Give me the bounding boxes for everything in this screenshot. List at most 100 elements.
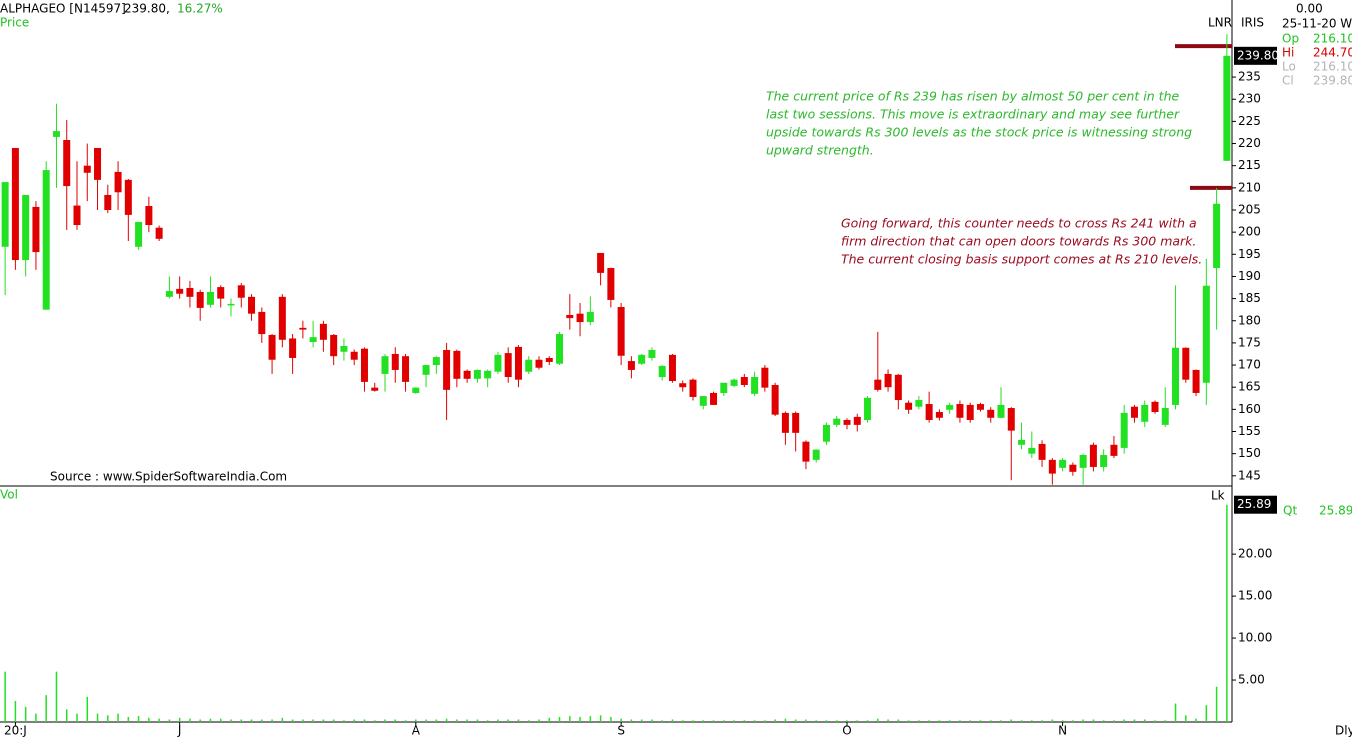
price-box — [1234, 46, 1277, 65]
candle-body — [32, 206, 40, 253]
candle-body — [83, 165, 91, 173]
candle-body — [237, 285, 245, 298]
y-tick-label: 150 — [1238, 446, 1261, 460]
candle-body — [1161, 408, 1169, 425]
candle-body — [658, 365, 666, 378]
y-tick-label: 160 — [1238, 402, 1261, 416]
source: Source : www.SpiderSoftwareIndia.Com — [50, 470, 287, 484]
candle-body — [689, 379, 697, 397]
candle-body — [248, 296, 256, 314]
candle-body — [330, 334, 338, 357]
candle-body — [484, 370, 492, 379]
candle-body — [340, 346, 348, 352]
candle-body — [884, 373, 892, 388]
x-tick-label: J — [177, 724, 182, 738]
price-label: Price — [0, 16, 29, 30]
candle-body — [299, 327, 307, 330]
candle-body — [720, 382, 728, 393]
candle-body — [966, 404, 974, 420]
volume-tick-label: 15.00 — [1238, 589, 1272, 603]
candle-body — [453, 350, 461, 379]
y-tick-label: 190 — [1238, 269, 1261, 283]
candle-body — [473, 369, 481, 379]
annotation: upside towards Rs 300 levels as the stoc… — [766, 125, 1192, 140]
chart-title: ALPHAGEO [N14597] — [0, 2, 126, 16]
candle-body — [443, 349, 451, 390]
y-tick-label: 180 — [1238, 313, 1261, 327]
candle-body — [514, 346, 522, 380]
candle-body — [586, 311, 594, 323]
candle-body — [843, 419, 851, 425]
candle-body — [997, 404, 1005, 418]
candle-body — [73, 205, 81, 226]
candle-body — [874, 379, 882, 390]
volume-info-value: 25.89 — [1319, 504, 1352, 518]
candle-body — [422, 365, 430, 375]
candle-body — [597, 252, 605, 273]
candle-body — [740, 377, 748, 385]
candle-body — [22, 194, 30, 261]
annotation: The current closing basis support comes … — [841, 252, 1202, 267]
y-tick-label: 210 — [1238, 180, 1261, 194]
candle-body — [668, 354, 676, 382]
candle-body — [545, 357, 553, 362]
candle-body — [679, 383, 687, 388]
candle-body — [124, 179, 132, 215]
volume-info-name: Qt — [1283, 504, 1297, 518]
y-tick-label: 225 — [1238, 114, 1261, 128]
candle-body — [360, 348, 368, 382]
candle-body — [792, 412, 800, 433]
candle-body — [1100, 454, 1108, 467]
volume-tick-label: 5.00 — [1238, 673, 1265, 687]
candle-body — [350, 351, 358, 360]
candle-body — [1038, 443, 1046, 460]
candle-body — [217, 287, 225, 299]
candle-body — [956, 404, 964, 418]
y-tick-label: 170 — [1238, 358, 1261, 372]
candle-body — [1059, 459, 1067, 468]
candle-body — [822, 424, 830, 442]
candle-body — [1079, 454, 1087, 468]
candle-body — [176, 288, 184, 294]
indicator-label: IRIS — [1241, 16, 1264, 30]
candle-body — [894, 374, 902, 401]
candle-body — [1141, 404, 1149, 422]
annotation: last two sessions. This move is extraord… — [766, 107, 1180, 122]
x-tick-label: A — [412, 724, 421, 738]
candle-body — [905, 402, 913, 410]
y-tick-label: 165 — [1238, 380, 1261, 394]
candle-body — [463, 370, 471, 379]
x-tick-label: S — [617, 724, 625, 738]
candle-body — [42, 170, 50, 310]
candle-body — [761, 367, 769, 388]
candle-body — [196, 291, 204, 308]
info-name: Lo — [1282, 60, 1296, 74]
candle-body — [289, 338, 297, 358]
volume-box-label: 25.89 — [1237, 497, 1271, 511]
annotation: firm direction that can open doors towar… — [841, 234, 1196, 249]
y-tick-label: 185 — [1238, 291, 1261, 305]
candle-body — [1120, 412, 1128, 448]
volume-tick-label: 20.00 — [1238, 547, 1272, 561]
info-name: Hi — [1282, 46, 1294, 60]
volume-tick-label: 10.00 — [1238, 631, 1272, 645]
candle-body — [1, 182, 9, 247]
candle-body — [781, 412, 789, 433]
info-value: 216.10 — [1313, 60, 1352, 74]
candle-body — [1130, 406, 1138, 418]
candle-body — [576, 313, 584, 323]
candle-body — [114, 171, 122, 193]
candle-body — [802, 441, 810, 462]
candle-body — [412, 387, 420, 393]
candle-body — [751, 377, 759, 394]
x-tick-label: N — [1058, 724, 1067, 738]
candle-body — [268, 334, 276, 360]
candle-body — [1110, 444, 1118, 456]
date: 25-11-20 We — [1282, 17, 1352, 31]
candle-body — [976, 404, 984, 410]
candle-body — [1028, 447, 1036, 454]
candle-body — [391, 353, 399, 370]
candle-body — [94, 147, 102, 180]
annotation: Going forward, this counter needs to cro… — [841, 216, 1197, 231]
candle-body — [432, 357, 440, 366]
